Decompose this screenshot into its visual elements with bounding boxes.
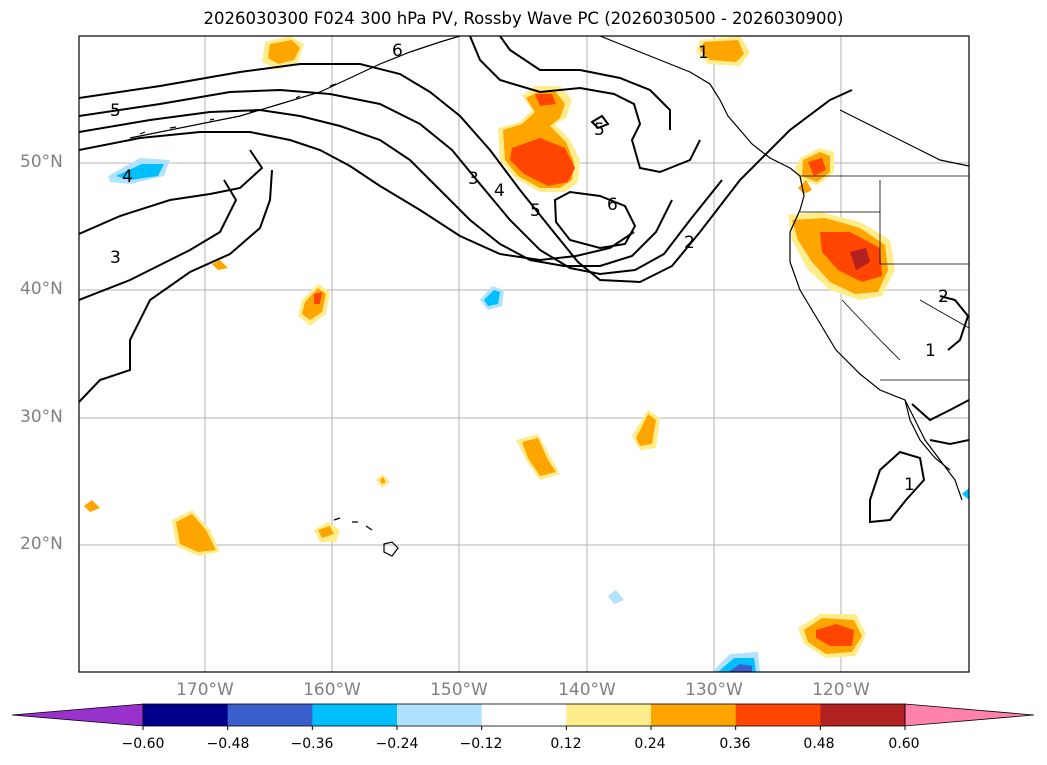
baja-coast: [904, 399, 951, 471]
colorbar-frame: [142, 703, 906, 727]
contours: [79, 36, 969, 524]
contour-label: 4: [122, 167, 133, 187]
colorbar-segment: [143, 704, 229, 726]
colorbar-tick: −0.24: [375, 736, 419, 752]
borders: [800, 175, 969, 381]
alaska-coast: [599, 36, 801, 177]
colorbar: [11, 703, 1035, 730]
lon-label: 170°W: [176, 680, 234, 700]
aleutian-chain: [129, 36, 461, 139]
lon-label: 160°W: [303, 680, 361, 700]
colorbar-extend-low: [11, 703, 144, 727]
contour-label: 6: [392, 41, 403, 61]
colorbar-tick: −0.36: [290, 736, 334, 752]
lon-label: 130°W: [685, 680, 743, 700]
contour-label: 1: [904, 475, 915, 495]
contour-outer: [79, 63, 853, 284]
lon-label: 120°W: [812, 680, 870, 700]
hawaii-islands: [333, 517, 399, 557]
lon-label: 150°W: [430, 680, 488, 700]
map-border: [78, 35, 970, 673]
contour-label: 3: [468, 169, 479, 189]
colorbar-segment: [566, 704, 652, 726]
colorbar-segment: [735, 704, 821, 726]
lon-label: 140°W: [558, 680, 616, 700]
colorbar-segment: [820, 704, 906, 726]
lat-label: 20°N: [20, 534, 63, 554]
contour-labels: 6 5 4 3 5 3 4 5 6 5 2 1 1 1 2: [110, 41, 949, 495]
colorbar-segment: [312, 704, 398, 726]
contour-label: 1: [925, 341, 936, 361]
contour-label: 2: [684, 233, 695, 253]
colorbar-segment: [651, 704, 737, 726]
coastlines: [129, 36, 969, 557]
positive-anomalies: [84, 36, 895, 658]
lat-label: 50°N: [20, 152, 63, 172]
colorbar-segment: [227, 704, 313, 726]
map-title: 2026030300 F024 300 hPa PV, Rossby Wave …: [203, 9, 844, 28]
colorbar-tick: 0.48: [803, 736, 835, 752]
contour-label: 3: [110, 248, 121, 268]
colorbar-extend-high: [904, 703, 1035, 727]
colorbar-tick: −0.60: [121, 736, 165, 752]
contour-label: 2: [938, 287, 949, 307]
contour-6: [553, 190, 637, 250]
lat-label: 40°N: [20, 279, 63, 299]
colorbar-tick: 0.36: [719, 736, 751, 752]
colorbar-tick: −0.12: [459, 736, 503, 752]
colorbar-segment: [481, 704, 567, 726]
contour-label: 1: [698, 43, 709, 63]
contour-label: 6: [607, 195, 618, 215]
contour-label: 5: [110, 101, 121, 121]
colorbar-tick: 0.60: [888, 736, 920, 752]
west-coast: [789, 175, 963, 501]
lat-label: 30°N: [20, 407, 63, 427]
colorbar-tick: 0.12: [550, 736, 582, 752]
negative-anomalies: [108, 158, 969, 672]
contour-label: 5: [530, 201, 541, 221]
contour-1-east: [869, 450, 926, 524]
contour-label: 5: [594, 120, 605, 140]
colorbar-tick: 0.24: [634, 736, 666, 752]
colorbar-tick: −0.48: [206, 736, 250, 752]
contour-label: 4: [494, 181, 505, 201]
colorbar-segment: [397, 704, 483, 726]
